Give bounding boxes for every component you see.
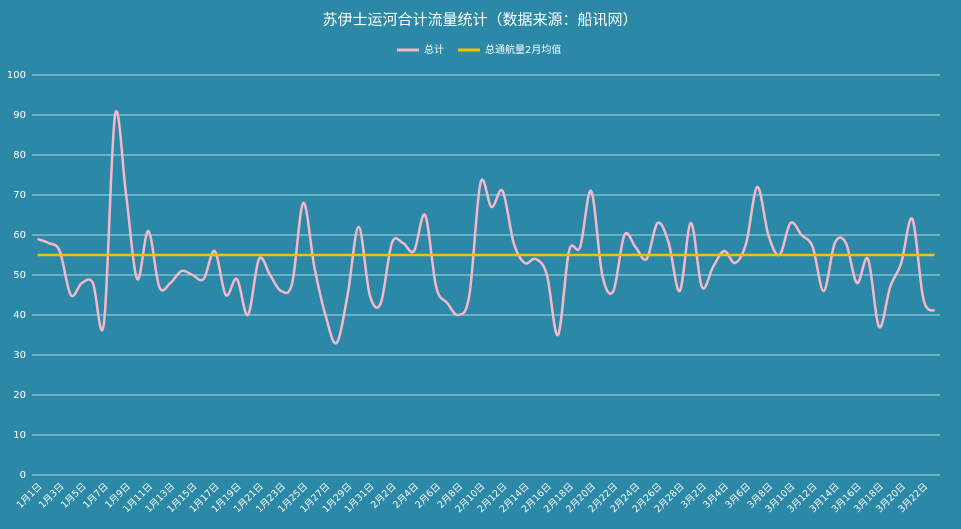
y-tick-label: 40 [13, 310, 26, 321]
y-tick-label: 60 [13, 230, 26, 241]
y-tick-label: 10 [13, 430, 26, 441]
series-line [37, 110, 936, 345]
y-tick-label: 0 [20, 470, 26, 481]
legend-label: 总通航量2月均值 [485, 43, 561, 56]
chart-title: 苏伊士运河合计流量统计（数据来源：船讯网） [322, 11, 637, 29]
legend-label: 总计 [424, 43, 444, 56]
y-tick-label: 30 [13, 350, 26, 361]
y-tick-label: 90 [13, 110, 26, 121]
y-tick-label: 70 [13, 190, 26, 201]
y-tick-label: 20 [13, 390, 26, 401]
y-tick-label: 100 [7, 70, 26, 81]
y-tick-label: 50 [13, 270, 26, 281]
y-tick-label: 80 [13, 150, 26, 161]
